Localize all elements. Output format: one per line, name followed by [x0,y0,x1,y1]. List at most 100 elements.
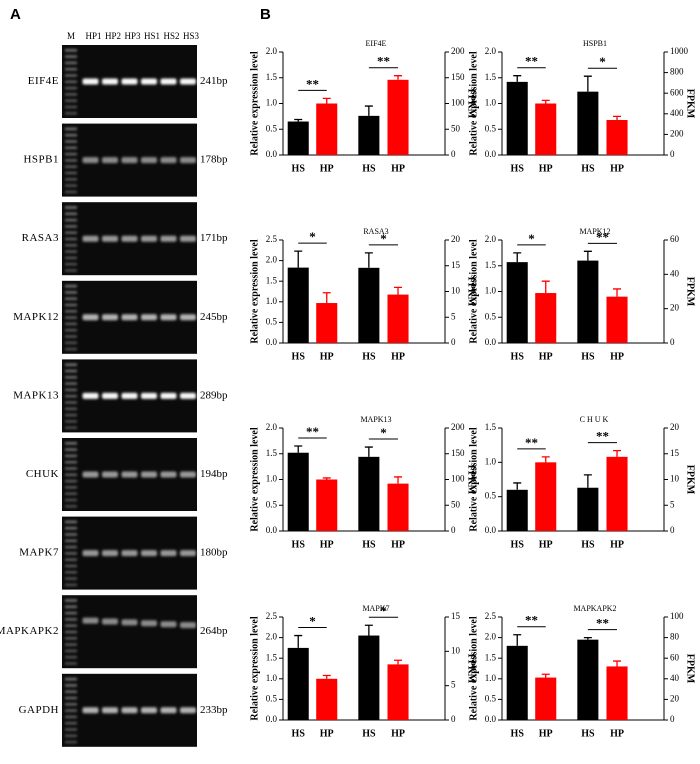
y-axis-label: Relative expression level [468,239,479,343]
y2-tick-label: 400 [670,108,684,118]
x-tick-label: HS [581,351,595,362]
size-label: 241bp [200,75,228,87]
error-bar [364,252,373,268]
marker-band [65,728,77,731]
marker-band [65,539,77,543]
error-bar [583,75,592,92]
y-tick-label: 1.0 [485,673,497,683]
error-bar [583,474,592,488]
marker-band [65,618,77,621]
y-tick-label: 1.5 [485,72,497,82]
band [102,78,118,85]
marker-band [65,460,77,464]
marker-band [65,237,77,241]
marker-band [65,74,77,77]
error-bar [322,292,331,304]
band [141,314,157,321]
y-tick-label: 1.0 [485,456,497,466]
marker-band [65,310,77,313]
band [82,314,99,321]
y-axis-label: Relative expression level [249,616,260,720]
bar [577,487,599,531]
x-tick-label: HP [320,351,334,362]
x-tick-label: HS [362,728,376,739]
band [82,78,99,85]
marker-band [65,165,77,168]
y2-axis-label: FPKM [685,654,696,684]
x-tick-label: HS [292,728,306,739]
marker-band [65,49,77,52]
marker-band [65,498,77,502]
bar [535,103,557,155]
marker-band [65,473,77,477]
marker-band [65,734,77,738]
marker-band [65,479,77,483]
marker-band [65,624,77,627]
y2-tick-label: 20 [451,234,461,244]
gene-label: HSPB1 [23,154,59,166]
marker-band [65,526,77,530]
x-tick-label: HS [511,539,525,550]
band [121,392,138,399]
bar [387,79,409,155]
marker-band [65,486,77,489]
significance-label: * [380,231,387,246]
marker-band [65,159,77,162]
band [102,618,118,625]
y-tick-label: 2.5 [266,611,278,621]
x-tick-label: HP [391,728,405,739]
lane-label: HS3 [183,31,200,41]
marker-band [65,426,77,429]
y2-axis-label: FPKM [466,465,477,495]
significance-label: * [380,603,387,618]
y2-tick-label: 0 [451,149,456,159]
size-label: 194bp [200,468,228,480]
marker-band [65,127,77,131]
y2-axis-label: FPKM [685,277,696,307]
bar [506,489,528,531]
band [180,707,196,714]
error-bar [613,450,622,457]
band [141,620,157,627]
marker-band [65,218,77,222]
lane-label: HS2 [163,31,179,41]
marker-band [65,140,77,143]
significance-label: * [380,425,387,440]
band [121,235,138,242]
marker-band [65,649,77,653]
bar [358,456,380,531]
significance-label: ** [306,424,319,439]
marker-band [65,347,77,351]
marker-band [65,369,77,373]
y-tick-label: 1.5 [266,448,278,458]
x-tick-label: HS [362,351,376,362]
band [102,157,118,164]
y2-tick-label: 0 [670,149,675,159]
error-bar [322,674,331,679]
x-tick-label: HP [539,351,553,362]
bar [506,645,528,720]
y-axis-label: Relative expression level [468,616,479,720]
marker-band [65,662,77,665]
marker-band [65,740,77,744]
bar [577,91,599,155]
error-bar [541,673,550,678]
marker-band [65,376,77,379]
significance-label: ** [525,54,538,69]
band [180,392,196,399]
y2-tick-label: 20 [670,693,680,703]
error-bar [394,659,403,665]
bar [287,121,309,155]
x-tick-label: HS [581,539,595,550]
y2-tick-label: 0 [451,337,456,347]
marker-band [65,291,77,294]
marker-band [65,407,77,411]
y2-axis-label: FPKM [685,465,696,495]
marker-band [65,80,77,84]
y-tick-label: 0.0 [485,149,497,159]
error-bar [394,286,403,295]
y2-tick-label: 20 [670,422,680,432]
x-tick-label: HP [320,728,334,739]
x-tick-label: HP [539,163,553,174]
bar [387,664,409,720]
